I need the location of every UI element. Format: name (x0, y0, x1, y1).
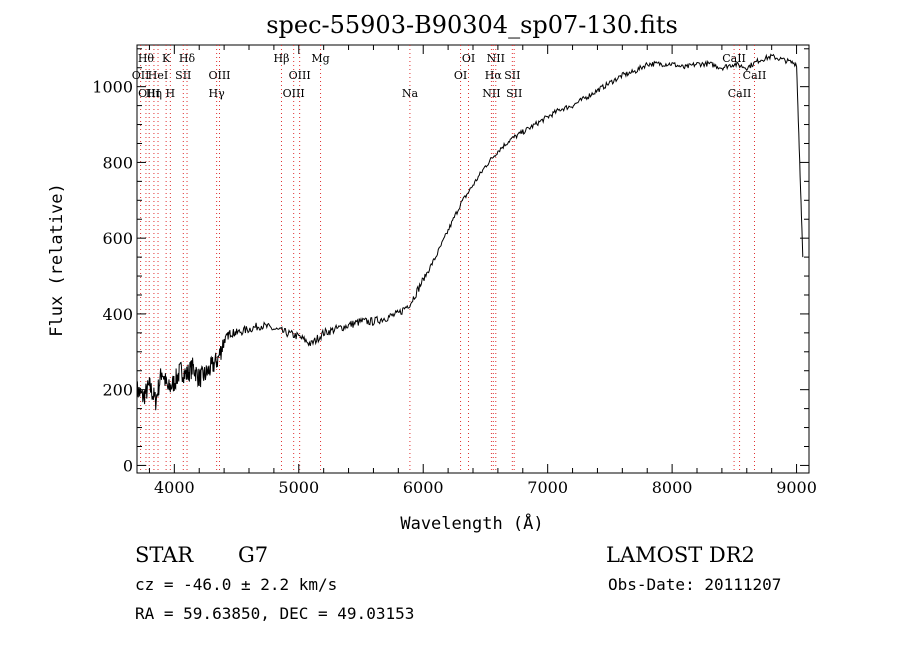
line-marker-label-7: SII (175, 69, 191, 82)
x-tick-label-4: 8000 (652, 478, 693, 497)
y-axis-label: Flux (relative) (47, 183, 67, 337)
line-marker-label-23: CaII (722, 52, 746, 65)
line-marker-label-14: Mg (311, 52, 329, 65)
y-tick-label-5: 1000 (92, 78, 133, 97)
line-marker-label-24: CaII (728, 87, 752, 100)
x-tick-label-0: 4000 (154, 478, 195, 497)
line-marker-label-18: NII (482, 87, 500, 100)
object-class: STAR (135, 543, 194, 567)
survey-label: LAMOST DR2 (606, 543, 755, 567)
line-marker-labels: OIIHθOIIIHηHeIKHSIIHδHγOIIIHβOIIIOIIIMgN… (132, 52, 767, 100)
spectrum-line (136, 53, 804, 411)
line-marker-label-20: NII (487, 52, 505, 65)
redshift-text: cz = -46.0 ± 2.2 km/s (135, 575, 337, 594)
line-marker-label-3: Hη (146, 87, 162, 100)
y-tick-label-0: 0 (123, 456, 133, 475)
line-marker-label-8: Hδ (179, 52, 196, 65)
line-marker-label-11: Hβ (274, 52, 290, 65)
chart-title: spec-55903-B90304_sp07-130.fits (266, 11, 678, 39)
y-tick-label-3: 600 (102, 229, 133, 248)
line-marker-label-10: OIII (208, 69, 230, 82)
line-marker-label-15: Na (402, 87, 419, 100)
line-marker-label-21: SII (504, 69, 520, 82)
line-marker-label-4: HeI (148, 69, 168, 82)
line-marker-label-19: Hα (485, 69, 503, 82)
line-markers (140, 45, 755, 473)
plot-frame (136, 44, 810, 474)
y-tick-label-2: 400 (102, 305, 133, 324)
line-marker-label-17: OI (462, 52, 475, 65)
axis-ticks (137, 45, 809, 473)
y-tick-label-4: 800 (102, 153, 133, 172)
coordinates-text: RA = 59.63850, DEC = 49.03153 (135, 604, 414, 623)
x-tick-label-1: 5000 (278, 478, 319, 497)
line-marker-label-16: OI (454, 69, 467, 82)
axis-tick-labels: 4000 5000 6000 7000 8000 9000 0 200 400 600 800 100… (92, 78, 817, 497)
x-axis-label: Wavelength (Å) (400, 512, 543, 534)
y-tick-label-1: 200 (102, 381, 133, 400)
line-marker-label-9: Hγ (209, 87, 226, 100)
line-marker-label-5: K (162, 52, 171, 65)
line-marker-label-2: OIII (138, 87, 160, 100)
line-marker-label-12: OIII (283, 87, 305, 100)
line-marker-label-6: H (166, 87, 176, 100)
object-subclass: G7 (238, 543, 268, 567)
x-tick-label-3: 7000 (527, 478, 568, 497)
line-marker-label-25: CaII (743, 69, 767, 82)
x-tick-label-5: 9000 (776, 478, 817, 497)
line-marker-label-1: Hθ (138, 52, 155, 65)
line-marker-label-22: SII (506, 87, 522, 100)
obs-date-text: Obs-Date: 20111207 (608, 575, 781, 594)
line-marker-label-0: OII (132, 69, 150, 82)
x-tick-label-2: 6000 (403, 478, 444, 497)
line-marker-label-13: OIII (289, 69, 311, 82)
